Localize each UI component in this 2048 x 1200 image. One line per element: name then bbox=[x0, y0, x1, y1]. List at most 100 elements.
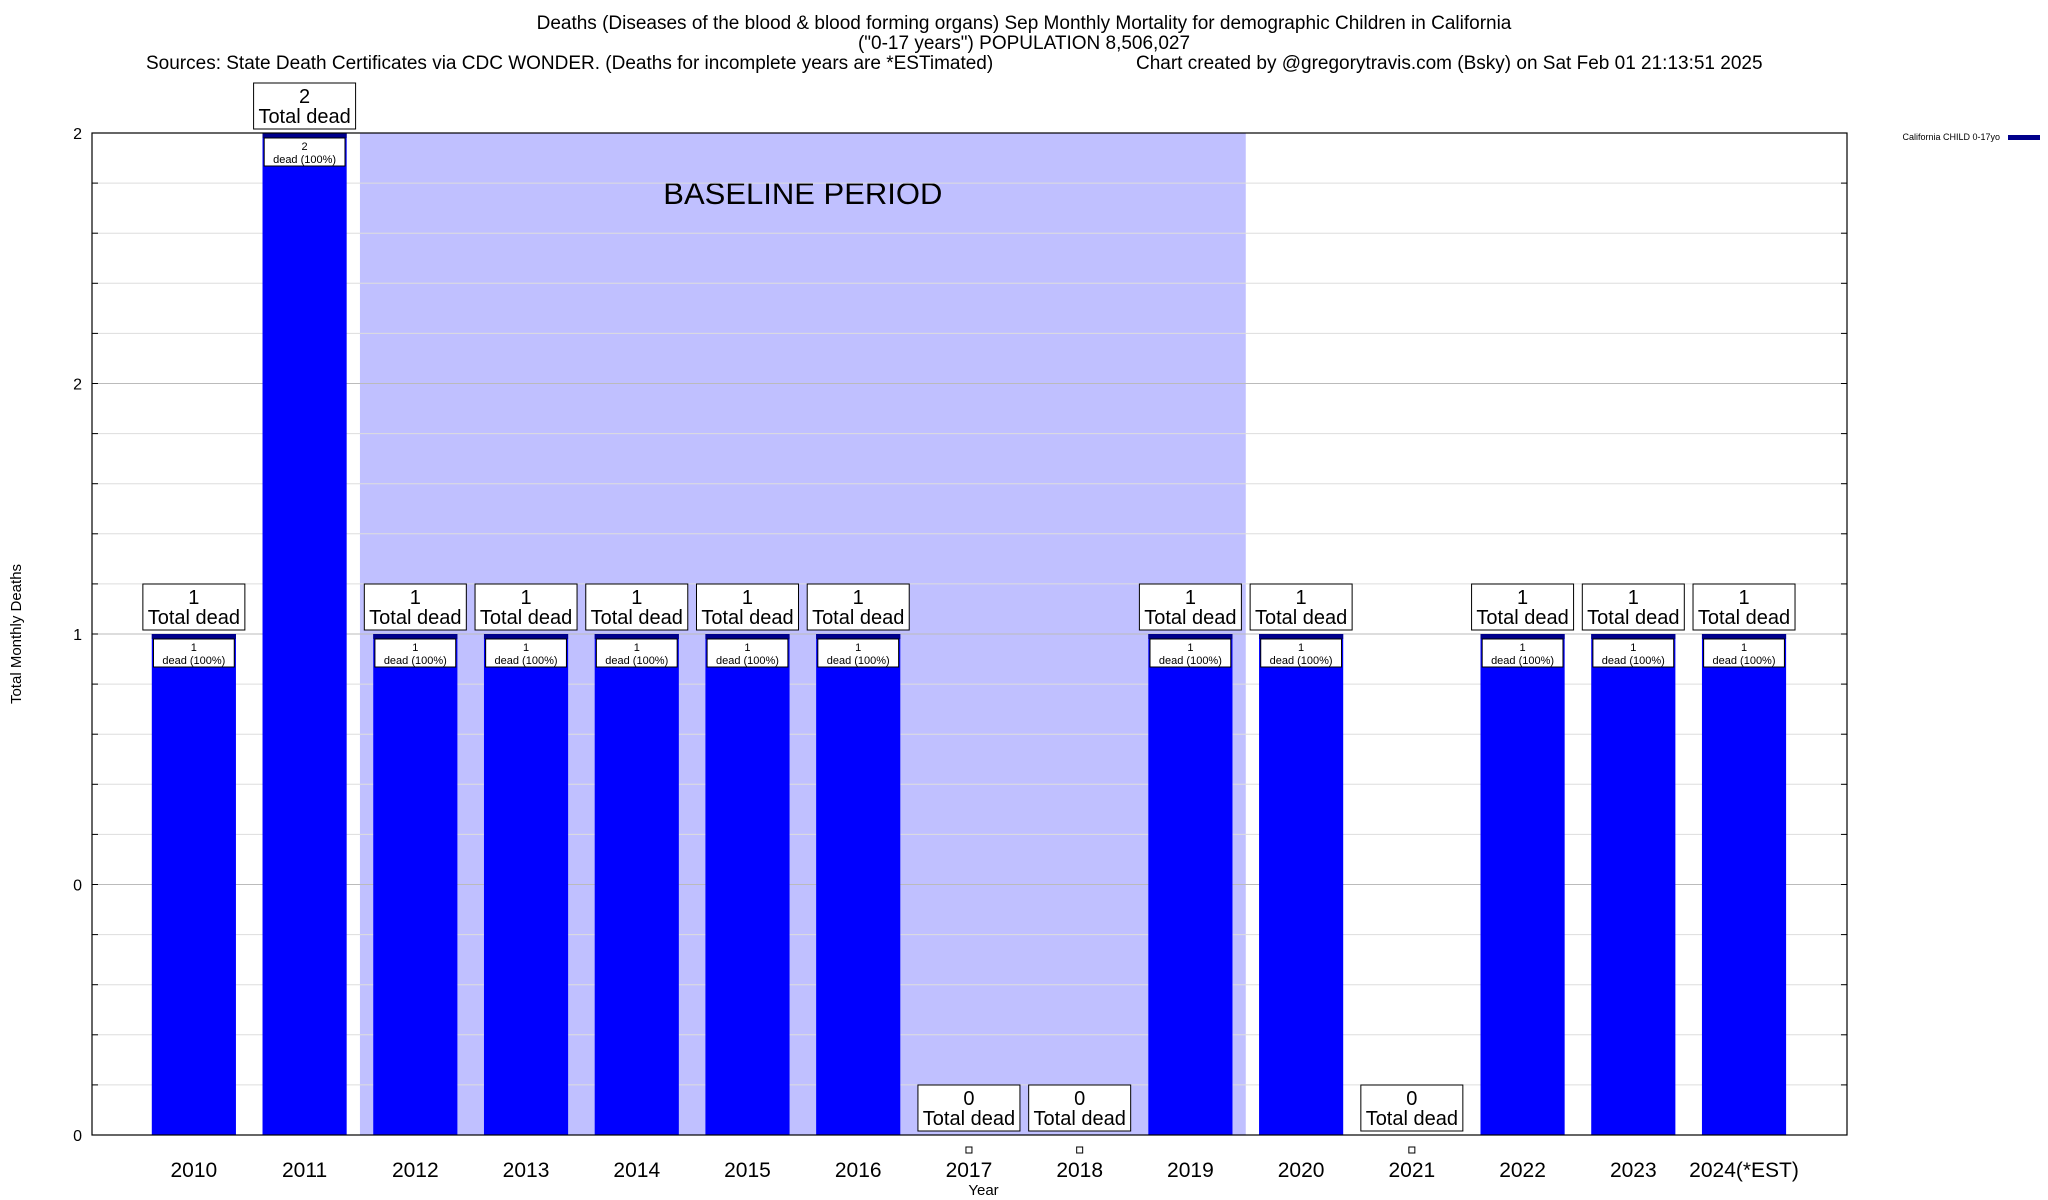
segment-label-box bbox=[485, 638, 567, 668]
segment-percent-label: dead (100%) bbox=[162, 655, 225, 667]
total-count-label: 1 bbox=[188, 587, 199, 609]
segment-percent-label: dead (100%) bbox=[1602, 655, 1665, 667]
total-count-label: 1 bbox=[520, 587, 531, 609]
segment-label-box bbox=[1592, 638, 1675, 668]
bar-cap bbox=[1480, 634, 1565, 639]
total-text-label: Total dead bbox=[1587, 607, 1679, 629]
y-tick-label: 1 bbox=[73, 627, 82, 644]
total-count-label: 1 bbox=[742, 587, 753, 609]
y-tick-label: 0 bbox=[73, 1128, 82, 1145]
total-count-label: 1 bbox=[1628, 587, 1639, 609]
bar-cap bbox=[262, 133, 347, 138]
segment-percent-label: dead (100%) bbox=[605, 655, 668, 667]
segment-count-label: 1 bbox=[855, 642, 861, 654]
segment-count-label: 1 bbox=[1298, 642, 1304, 654]
total-label-box bbox=[585, 583, 689, 631]
total-text-label: Total dead bbox=[923, 1108, 1015, 1130]
total-label-box bbox=[1692, 583, 1796, 631]
segment-count-label: 1 bbox=[744, 642, 750, 654]
bar bbox=[1701, 634, 1787, 1135]
total-text-label: Total dead bbox=[480, 607, 572, 629]
total-text-label: Total dead bbox=[591, 607, 683, 629]
bar bbox=[262, 133, 347, 1135]
total-label-box bbox=[1249, 583, 1353, 631]
bar-cap bbox=[816, 634, 901, 639]
x-tick-label: 2015 bbox=[724, 1159, 771, 1182]
total-text-label: Total dead bbox=[369, 607, 461, 629]
bar-cap bbox=[483, 634, 569, 639]
bar-cap bbox=[1148, 634, 1233, 639]
total-label-box bbox=[1581, 583, 1685, 631]
total-text-label: Total dead bbox=[1034, 1108, 1126, 1130]
total-label-box bbox=[363, 583, 467, 631]
legend-swatch bbox=[2008, 135, 2040, 140]
total-text-label: Total dead bbox=[1255, 607, 1347, 629]
bar bbox=[1148, 634, 1233, 1135]
segment-label-box bbox=[1481, 638, 1564, 668]
bar-cap bbox=[705, 634, 790, 639]
total-text-label: Total dead bbox=[1476, 607, 1568, 629]
x-tick-label: 2024(*EST) bbox=[1689, 1159, 1799, 1182]
x-tick-label: 2023 bbox=[1610, 1159, 1657, 1182]
total-label-box bbox=[1028, 1084, 1132, 1132]
segment-label-box bbox=[1260, 638, 1343, 668]
segment-count-label: 1 bbox=[634, 642, 640, 654]
segment-count-label: 1 bbox=[1187, 642, 1193, 654]
total-label-box bbox=[806, 583, 910, 631]
total-text-label: Total dead bbox=[812, 607, 904, 629]
x-tick-label: 2017 bbox=[946, 1159, 993, 1182]
bar bbox=[1480, 634, 1565, 1135]
total-text-label: Total dead bbox=[1698, 607, 1790, 629]
segment-percent-label: dead (100%) bbox=[716, 655, 779, 667]
bar bbox=[1591, 634, 1676, 1135]
total-count-label: 0 bbox=[1074, 1088, 1085, 1110]
segment-count-label: 1 bbox=[1630, 642, 1636, 654]
bar-cap bbox=[1259, 634, 1344, 639]
zero-marker bbox=[1076, 1146, 1084, 1154]
bar-cap bbox=[1591, 634, 1676, 639]
bar-cap bbox=[151, 634, 236, 639]
segment-label-box bbox=[152, 638, 235, 668]
segment-label-box bbox=[1149, 638, 1232, 668]
total-count-label: 0 bbox=[1406, 1088, 1417, 1110]
segment-count-label: 1 bbox=[523, 642, 529, 654]
segment-count-label: 2 bbox=[302, 141, 308, 153]
total-count-label: 1 bbox=[853, 587, 864, 609]
total-count-label: 1 bbox=[1185, 587, 1196, 609]
bar-cap bbox=[1701, 634, 1787, 639]
segment-percent-label: dead (100%) bbox=[1159, 655, 1222, 667]
bar bbox=[705, 634, 790, 1135]
total-label-box bbox=[917, 1084, 1021, 1132]
legend-label: California CHILD 0-17yo bbox=[1902, 132, 2000, 142]
segment-label-box bbox=[817, 638, 900, 668]
segment-count-label: 1 bbox=[1741, 642, 1747, 654]
baseline-period-label: BASELINE PERIOD bbox=[663, 176, 942, 211]
x-tick-label: 2014 bbox=[613, 1159, 660, 1182]
segment-percent-label: dead (100%) bbox=[1270, 655, 1333, 667]
bar bbox=[373, 634, 458, 1135]
segment-percent-label: dead (100%) bbox=[273, 154, 336, 166]
chart-credit: Chart created by @gregorytravis.com (Bsk… bbox=[1136, 53, 1763, 74]
total-text-label: Total dead bbox=[1366, 1108, 1458, 1130]
bar bbox=[483, 634, 569, 1135]
bar bbox=[594, 634, 679, 1135]
total-text-label: Total dead bbox=[148, 607, 240, 629]
chart-sources: Sources: State Death Certificates via CD… bbox=[146, 53, 994, 74]
segment-percent-label: dead (100%) bbox=[384, 655, 447, 667]
total-text-label: Total dead bbox=[1144, 607, 1236, 629]
total-label-box bbox=[474, 583, 578, 631]
segment-count-label: 1 bbox=[412, 642, 418, 654]
x-tick-label: 2016 bbox=[835, 1159, 882, 1182]
total-label-box bbox=[1360, 1084, 1464, 1132]
total-label-box bbox=[1471, 583, 1575, 631]
total-label-box bbox=[142, 583, 246, 631]
x-tick-label: 2021 bbox=[1388, 1159, 1435, 1182]
segment-percent-label: dead (100%) bbox=[1491, 655, 1554, 667]
plot-frame bbox=[91, 132, 1848, 1136]
segment-label-box bbox=[595, 638, 678, 668]
segment-label-box bbox=[1703, 638, 1785, 668]
segment-label-box bbox=[374, 638, 457, 668]
zero-marker bbox=[1408, 1146, 1416, 1154]
bar bbox=[151, 634, 236, 1135]
